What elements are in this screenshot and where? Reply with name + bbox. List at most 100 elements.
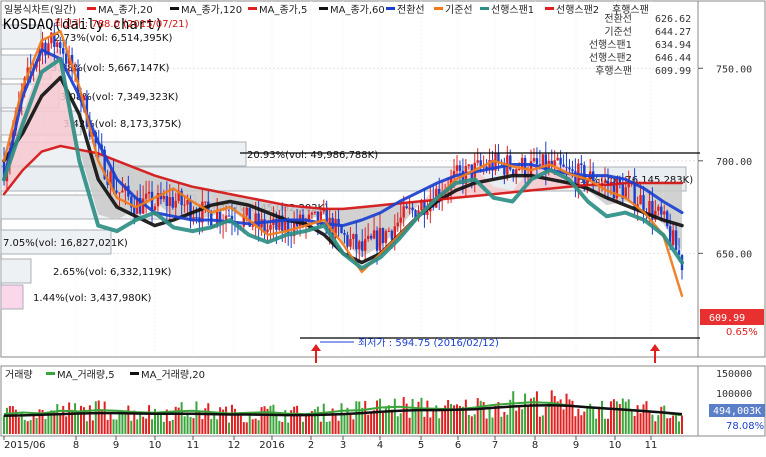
candle-body <box>340 225 343 233</box>
candle-body <box>337 218 340 226</box>
volume-bar <box>239 415 242 434</box>
volume-axis-label: 100000 <box>716 389 752 400</box>
candle-body <box>512 169 515 175</box>
candle-body <box>497 152 500 162</box>
volume-bar <box>100 409 103 434</box>
candle-body <box>156 193 160 207</box>
candle-body <box>82 96 86 101</box>
volume-bar <box>68 402 71 434</box>
volume-bar <box>287 422 290 434</box>
candle-body <box>399 217 402 223</box>
volume-bar <box>316 406 319 434</box>
candle-body <box>586 179 589 185</box>
volume-bar <box>606 418 609 434</box>
volume-bar <box>642 404 645 434</box>
x-tick-label: 5 <box>418 440 424 451</box>
volume-bar <box>479 400 482 434</box>
legend-item-vol-ma5: MA_거래량,5 <box>57 369 115 381</box>
volume-bar <box>414 409 417 434</box>
legend-swatch <box>130 372 139 375</box>
max-price-note: 최고가 : 788.0 (2015/07/21) <box>54 18 189 30</box>
candle-body <box>674 230 678 251</box>
legend-swatch <box>319 7 328 10</box>
volume-axis-label: 150000 <box>716 369 752 380</box>
volume-bar <box>319 421 322 434</box>
volume-bar <box>337 420 340 434</box>
volume-bar <box>334 413 337 434</box>
candle-body <box>358 241 361 250</box>
volume-bar <box>263 406 266 434</box>
volume-bar <box>85 421 88 434</box>
candle-body <box>375 230 379 251</box>
volume-bar <box>435 405 438 434</box>
volume-bar <box>669 418 672 434</box>
current-price-badge <box>700 309 764 325</box>
volume-bar <box>521 409 524 434</box>
candle-body <box>547 161 550 172</box>
volume-profile-label: 3.88%(vol: 5,667,147K) <box>51 63 169 74</box>
volume-bar <box>310 411 313 434</box>
volume-bar <box>352 419 355 434</box>
candle-body <box>144 193 148 199</box>
volume-bar <box>71 409 74 434</box>
candle-body <box>529 161 533 176</box>
volume-bar <box>97 400 100 434</box>
candle-body <box>56 42 59 48</box>
legend-swatch <box>248 7 257 10</box>
volume-bar <box>331 408 334 434</box>
volume-bars <box>3 390 683 434</box>
candle-body <box>103 149 106 179</box>
info-value: 634.94 <box>655 40 691 51</box>
volume-bar <box>198 410 201 434</box>
candle-body <box>64 53 68 64</box>
candle-body <box>248 207 251 227</box>
candle-body <box>393 226 397 240</box>
info-value: 626.62 <box>655 14 691 25</box>
legend-swatch <box>170 7 179 10</box>
candle-body <box>218 212 222 224</box>
volume-bar <box>373 410 376 434</box>
volume-bar <box>29 420 32 434</box>
candle-body <box>153 206 157 211</box>
volume-bar <box>639 413 642 434</box>
candle-body <box>396 222 399 227</box>
info-label: 선행스팬2 <box>589 52 632 64</box>
volume-bar <box>370 412 373 434</box>
x-tick-label: 10 <box>609 440 622 451</box>
candle-body <box>591 171 595 185</box>
volume-bar <box>88 405 91 434</box>
candle-body <box>523 157 527 177</box>
candle-body <box>651 201 654 220</box>
volume-bar <box>612 399 615 434</box>
candle-body <box>130 196 133 208</box>
volume-bar <box>509 399 512 434</box>
volume-bar <box>532 397 535 434</box>
candle-body <box>352 234 355 240</box>
volume-bar <box>304 414 307 434</box>
volume-bar <box>293 406 296 434</box>
candle-body <box>343 232 346 235</box>
candle-body <box>133 207 136 214</box>
candle-body <box>535 158 539 165</box>
volume-bar <box>284 410 287 434</box>
price-axis-panel <box>697 0 766 358</box>
volume-bar <box>32 415 35 434</box>
volume-bar <box>393 398 396 434</box>
volume-bar <box>571 400 574 434</box>
volume-bar <box>657 415 660 434</box>
volume-bar <box>127 405 130 434</box>
volume-profile-bar <box>0 24 42 50</box>
volume-bar <box>651 414 654 434</box>
candle-body <box>452 171 456 177</box>
volume-bar <box>450 404 453 434</box>
legend-item-ma5: MA_종가,5 <box>259 4 307 16</box>
volume-bar <box>136 419 139 434</box>
candle-body <box>668 226 672 245</box>
volume-bar <box>666 418 669 434</box>
volume-bar <box>142 416 145 434</box>
candle-body <box>461 170 465 184</box>
candle-body <box>284 220 287 232</box>
series-line <box>2 30 684 298</box>
volume-bar <box>236 415 239 434</box>
candle-body <box>150 191 154 211</box>
